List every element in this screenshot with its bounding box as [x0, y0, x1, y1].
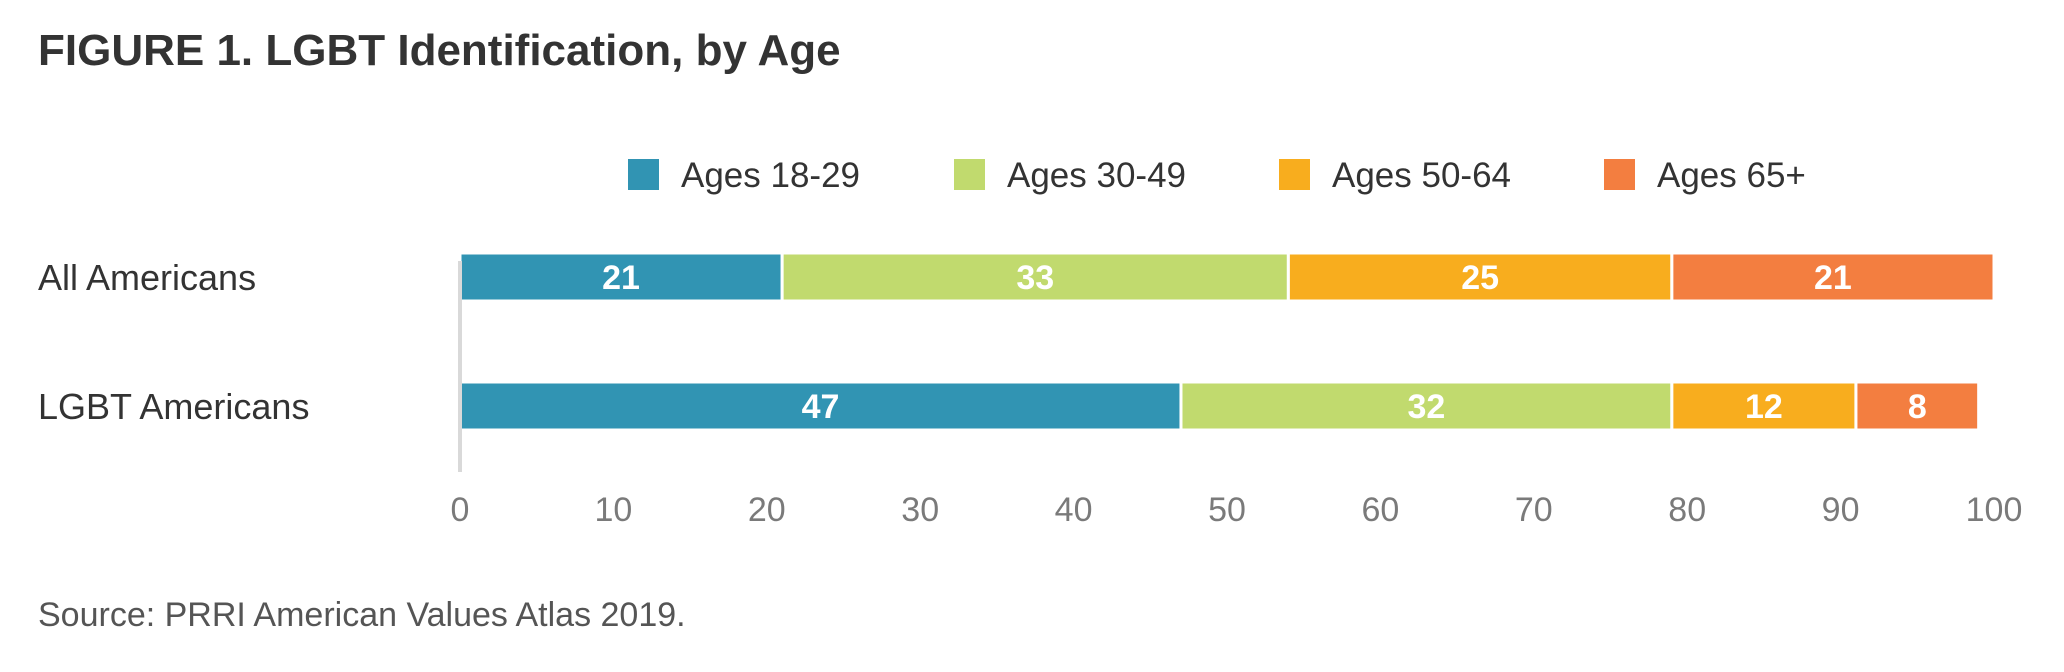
x-tick-label-50: 50 [1208, 491, 1246, 529]
x-tick-label-100: 100 [1966, 491, 2023, 529]
data-label-all-americans-ages-30-49: 33 [1016, 259, 1054, 297]
bar-lgbt-americans-ages-18-29 [458, 380, 1183, 432]
legend-label-ages-30-49: Ages 30-49 [1007, 156, 1186, 195]
data-label-lgbt-americans-ages-65-: 8 [1908, 388, 1927, 426]
x-tick-label-90: 90 [1822, 491, 1860, 529]
legend-label-ages-50-64: Ages 50-64 [1332, 156, 1511, 195]
x-tick-label-20: 20 [748, 491, 786, 529]
x-tick-label-10: 10 [594, 491, 632, 529]
bar-all-americans-ages-18-29 [458, 251, 784, 303]
x-tick-label-60: 60 [1361, 491, 1399, 529]
x-tick-label-30: 30 [901, 491, 939, 529]
x-tick-label-40: 40 [1055, 491, 1093, 529]
bars: 21 33 25 21 47 32 12 8 [458, 251, 1996, 432]
legend-label-ages-18-29: Ages 18-29 [681, 156, 860, 195]
legend-swatch-ages-50-64 [1279, 159, 1310, 190]
legend-swatch-ages-18-29 [628, 159, 659, 190]
category-label-all-americans: All Americans [38, 257, 256, 298]
bar-all-americans-ages-65- [1670, 251, 1996, 303]
bar-all-americans-ages-30-49 [780, 251, 1290, 303]
category-label-lgbt-americans: LGBT Americans [38, 386, 309, 427]
legend: Ages 18-29 Ages 30-49 Ages 50-64 Ages 65+ [628, 156, 1806, 195]
legend-swatch-ages-65- [1604, 159, 1635, 190]
x-tick-label-80: 80 [1668, 491, 1706, 529]
x-tick-label-0: 0 [451, 491, 470, 529]
x-tick-label-70: 70 [1515, 491, 1553, 529]
category-labels: All Americans LGBT Americans [38, 257, 309, 427]
x-axis-ticks: 0 10 20 30 40 50 60 70 80 90 100 [451, 491, 2023, 529]
data-label-all-americans-ages-65-: 21 [1814, 259, 1852, 297]
data-label-all-americans-ages-18-29: 21 [602, 259, 640, 297]
source-note: Source: PRRI American Values Atlas 2019. [38, 596, 686, 634]
data-label-all-americans-ages-50-64: 25 [1461, 259, 1499, 297]
bar-lgbt-americans-ages-65- [1854, 380, 1981, 432]
bar-lgbt-americans-ages-30-49 [1179, 380, 1674, 432]
chart-title: FIGURE 1. LGBT Identification, by Age [38, 26, 841, 75]
data-label-lgbt-americans-ages-30-49: 32 [1408, 388, 1446, 426]
data-label-lgbt-americans-ages-50-64: 12 [1745, 388, 1783, 426]
legend-label-ages-65-: Ages 65+ [1657, 156, 1806, 195]
legend-swatch-ages-30-49 [954, 159, 985, 190]
bar-all-americans-ages-50-64 [1286, 251, 1674, 303]
data-label-lgbt-americans-ages-18-29: 47 [802, 388, 840, 426]
